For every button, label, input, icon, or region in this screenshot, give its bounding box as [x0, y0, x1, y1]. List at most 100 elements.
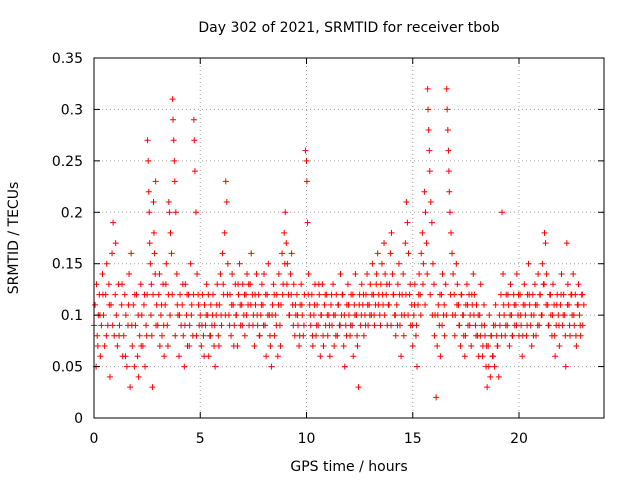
data-point — [524, 322, 531, 329]
data-point — [340, 343, 347, 349]
data-point — [303, 157, 310, 164]
data-point — [383, 281, 390, 288]
data-point — [249, 322, 256, 329]
data-point — [232, 312, 239, 319]
data-point — [517, 312, 524, 319]
data-point — [549, 312, 556, 319]
data-point — [579, 291, 586, 298]
data-point — [564, 281, 571, 288]
data-point — [288, 291, 295, 298]
data-point — [194, 271, 201, 277]
data-point — [437, 353, 444, 360]
data-point — [385, 301, 392, 308]
data-point — [424, 85, 431, 92]
data-point — [480, 301, 487, 308]
data-point — [221, 229, 228, 236]
y-axis-label: SRMTID / TECUs — [6, 182, 22, 295]
data-point — [392, 332, 399, 339]
x-tick-label: 10 — [298, 431, 316, 447]
data-point — [103, 332, 110, 339]
data-point — [528, 343, 535, 349]
data-point — [209, 312, 216, 319]
data-point — [427, 199, 434, 205]
data-point — [112, 240, 119, 247]
data-point — [427, 291, 434, 298]
data-point — [279, 250, 286, 257]
data-point — [577, 322, 584, 329]
data-point — [425, 127, 432, 133]
data-point — [94, 332, 101, 339]
data-point — [201, 353, 208, 360]
data-point — [535, 271, 542, 277]
data-point — [207, 332, 214, 339]
y-tick-label: 0.35 — [52, 51, 83, 67]
data-point — [158, 301, 165, 308]
data-point — [543, 271, 550, 277]
data-point — [492, 322, 499, 329]
data-point — [358, 281, 365, 288]
data-point — [332, 332, 339, 339]
data-point — [244, 271, 250, 277]
data-point — [256, 332, 263, 339]
data-point — [326, 322, 333, 329]
data-point — [200, 332, 207, 339]
data-point — [429, 260, 436, 267]
data-point — [521, 281, 528, 288]
data-point — [398, 312, 405, 319]
data-point — [369, 260, 376, 267]
data-point — [395, 260, 402, 267]
data-point — [269, 301, 276, 308]
data-point — [449, 250, 456, 257]
data-point — [151, 250, 158, 257]
data-point — [402, 291, 409, 298]
data-point — [271, 291, 278, 298]
data-point — [236, 260, 243, 267]
data-point — [464, 301, 471, 308]
y-tick-label: 0.2 — [61, 205, 83, 221]
data-point — [413, 322, 420, 329]
data-point — [580, 301, 587, 308]
data-point — [351, 312, 358, 319]
data-point — [315, 281, 322, 288]
data-point — [424, 271, 431, 277]
data-point — [337, 271, 344, 277]
data-point — [121, 291, 128, 298]
data-point — [350, 353, 357, 360]
data-point — [134, 353, 141, 360]
data-point — [303, 178, 310, 185]
data-point — [443, 312, 450, 319]
plot-frame — [93, 57, 605, 419]
data-point — [547, 291, 554, 298]
data-point — [161, 353, 168, 360]
data-point — [420, 260, 427, 267]
data-point — [453, 260, 460, 267]
data-point — [354, 343, 361, 349]
data-point — [245, 281, 252, 288]
data-point — [187, 260, 194, 267]
data-point — [463, 281, 470, 288]
data-point — [167, 229, 174, 236]
data-point — [168, 250, 175, 257]
data-point — [394, 322, 401, 329]
data-point — [462, 332, 469, 339]
data-point — [223, 199, 230, 205]
data-point — [451, 332, 458, 339]
data-point — [402, 240, 409, 247]
data-point — [317, 353, 324, 360]
data-point — [487, 332, 494, 339]
data-point — [207, 301, 214, 308]
data-point — [103, 260, 110, 267]
data-point — [550, 281, 556, 288]
data-point — [472, 322, 479, 329]
data-point — [562, 363, 569, 370]
data-point — [519, 332, 526, 339]
data-point — [458, 291, 465, 298]
data-point — [439, 322, 446, 329]
data-point — [298, 301, 305, 308]
data-point — [418, 250, 425, 257]
data-point — [410, 312, 417, 319]
data-point — [198, 343, 205, 349]
data-point — [188, 312, 195, 319]
data-point — [500, 301, 507, 308]
data-point — [94, 343, 101, 349]
